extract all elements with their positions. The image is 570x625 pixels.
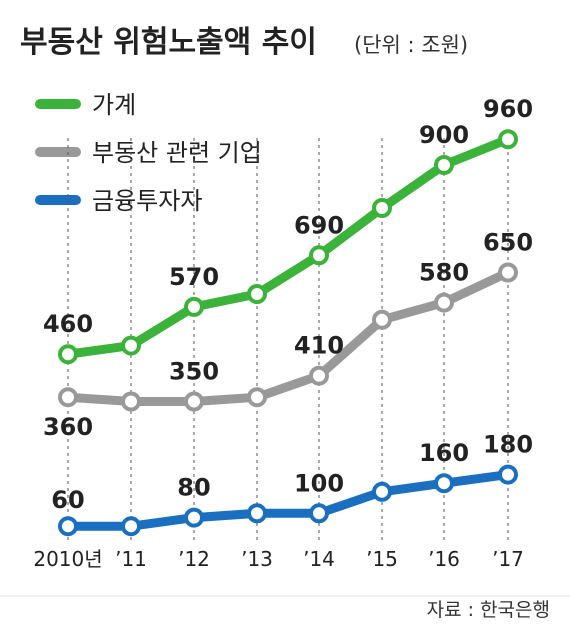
x-tick-0: 2010년 [33,547,102,571]
data-label-2-0: 60 [51,486,84,514]
data-label-2-6: 160 [419,439,469,467]
data-point-2-4 [309,503,329,524]
series-layer [58,129,518,537]
data-point-1-7 [498,262,518,283]
data-labels: 460 570 690 900 960 360 350 410 580 650 60 80 100 160… [43,95,533,514]
data-label-0-6: 900 [419,121,469,149]
data-point-1-4 [309,365,329,386]
source-note: 자료 : 한국은행 [427,599,550,621]
x-tick-3: ’13 [241,547,273,571]
x-tick-1: ’11 [115,547,147,571]
data-label-1-2: 350 [169,358,219,386]
data-label-1-6: 580 [419,259,469,287]
data-point-1-0 [58,387,78,408]
data-point-0-2 [184,296,204,317]
data-point-0-5 [372,198,392,218]
chart-title: 부동산 위험노출액 추이 [20,25,317,60]
data-label-0-7: 960 [483,95,533,123]
data-point-0-7 [498,129,518,150]
data-label-1-7: 650 [483,229,533,257]
series-line-0 [63,134,513,359]
data-label-2-7: 180 [483,431,533,459]
data-point-2-3 [247,503,267,524]
series-line-2 [63,470,513,531]
data-point-1-6 [434,292,454,313]
data-point-0-0 [58,344,78,365]
data-label-0-4: 690 [294,211,344,239]
data-point-2-5 [372,481,392,502]
legend-label-2: 금융투자자 [92,187,202,215]
series-line-1 [63,268,513,406]
x-tick-2: ’12 [178,547,210,571]
data-point-1-2 [184,391,204,412]
data-label-0-0: 460 [43,310,93,338]
x-tick-6: ’16 [428,547,460,571]
legend-label-0: 가계 [92,91,136,119]
data-point-2-1 [121,516,141,537]
x-tick-4: ’14 [303,547,335,571]
data-point-2-0 [58,516,78,537]
data-point-2-7 [498,464,518,485]
x-axis-ticks: 2010년 ’11 ’12 ’13 ’14 ’15 ’16 ’17 [33,547,524,571]
data-label-1-0: 360 [43,413,93,441]
x-tick-5: ’15 [366,547,398,571]
data-label-1-4: 410 [294,332,344,360]
data-point-1-5 [372,309,392,330]
data-label-0-2: 570 [169,263,219,291]
data-point-0-4 [309,245,329,266]
unit-label: (단위 : 조원) [354,33,468,57]
legend-label-1: 부동산 관련 기업 [92,139,262,167]
data-point-0-1 [121,335,141,356]
x-tick-7: ’17 [492,547,524,571]
data-label-2-2: 80 [177,474,210,502]
data-point-1-3 [247,387,267,408]
data-point-0-3 [247,284,267,304]
data-label-2-4: 100 [294,469,344,497]
data-point-2-6 [434,473,454,494]
data-point-0-6 [434,155,454,175]
data-point-1-1 [121,391,141,412]
data-point-2-2 [184,507,204,528]
